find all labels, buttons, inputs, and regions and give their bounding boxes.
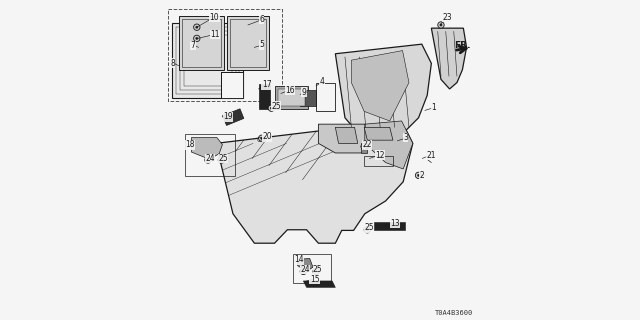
Circle shape — [260, 137, 263, 140]
Text: 25: 25 — [271, 102, 281, 111]
Text: 13: 13 — [390, 219, 400, 228]
Text: 3: 3 — [403, 133, 408, 142]
Polygon shape — [221, 72, 243, 98]
Bar — [316, 83, 335, 111]
Polygon shape — [361, 143, 367, 153]
Text: 17: 17 — [262, 80, 271, 89]
Polygon shape — [275, 86, 308, 109]
Text: 8: 8 — [170, 59, 175, 68]
Text: 10: 10 — [210, 13, 220, 22]
Polygon shape — [364, 127, 393, 140]
Text: 25: 25 — [313, 265, 323, 274]
Circle shape — [364, 227, 371, 233]
Circle shape — [196, 37, 198, 40]
Circle shape — [194, 35, 200, 42]
Text: FR.: FR. — [454, 41, 471, 50]
Text: 12: 12 — [375, 151, 385, 160]
Circle shape — [302, 270, 305, 273]
Text: 25: 25 — [218, 154, 228, 163]
Polygon shape — [300, 90, 316, 106]
Text: 14: 14 — [294, 255, 304, 264]
Text: 1: 1 — [431, 103, 436, 112]
Circle shape — [218, 157, 225, 163]
Circle shape — [259, 135, 265, 141]
Polygon shape — [259, 84, 270, 109]
Polygon shape — [223, 109, 244, 125]
Text: T0A4B3600: T0A4B3600 — [435, 310, 473, 316]
Circle shape — [196, 26, 198, 28]
Text: 24: 24 — [205, 154, 215, 163]
Circle shape — [205, 157, 211, 163]
Polygon shape — [191, 138, 223, 159]
Circle shape — [300, 268, 307, 275]
Text: 20: 20 — [262, 132, 272, 141]
Circle shape — [363, 145, 365, 148]
Polygon shape — [278, 89, 305, 106]
Text: 15: 15 — [310, 275, 319, 284]
Polygon shape — [179, 16, 224, 70]
Text: 25: 25 — [364, 223, 374, 232]
Circle shape — [440, 24, 442, 26]
Circle shape — [268, 105, 275, 111]
Polygon shape — [365, 121, 413, 169]
Text: 5: 5 — [259, 40, 264, 49]
Text: 16: 16 — [285, 86, 295, 95]
Bar — [292, 254, 332, 283]
Circle shape — [417, 174, 420, 177]
Text: 22: 22 — [362, 140, 372, 149]
Bar — [168, 9, 282, 101]
Text: 23: 23 — [442, 13, 452, 22]
Polygon shape — [431, 28, 467, 89]
Circle shape — [270, 107, 273, 109]
Text: 21: 21 — [426, 151, 436, 160]
Circle shape — [194, 24, 200, 30]
Circle shape — [415, 172, 422, 179]
Polygon shape — [227, 16, 269, 70]
Polygon shape — [216, 121, 413, 243]
Circle shape — [315, 270, 317, 273]
Circle shape — [207, 159, 209, 161]
Text: 18: 18 — [185, 140, 195, 149]
Text: 19: 19 — [223, 112, 233, 121]
Circle shape — [313, 268, 319, 275]
Polygon shape — [351, 51, 409, 121]
Polygon shape — [172, 23, 243, 98]
Text: 4: 4 — [319, 77, 324, 86]
Text: 2: 2 — [420, 171, 424, 180]
Circle shape — [438, 22, 444, 28]
Circle shape — [361, 143, 367, 150]
Polygon shape — [319, 124, 374, 153]
Circle shape — [220, 159, 223, 161]
Polygon shape — [303, 281, 335, 287]
Text: 9: 9 — [302, 88, 307, 97]
Polygon shape — [335, 127, 358, 143]
Text: 24: 24 — [300, 265, 310, 274]
Polygon shape — [335, 44, 431, 140]
Polygon shape — [298, 259, 313, 271]
Polygon shape — [374, 222, 405, 230]
Text: 7: 7 — [191, 41, 196, 50]
Circle shape — [366, 228, 369, 231]
Text: 11: 11 — [210, 30, 220, 39]
Text: ○: ○ — [257, 136, 262, 141]
Text: 6: 6 — [259, 15, 264, 24]
